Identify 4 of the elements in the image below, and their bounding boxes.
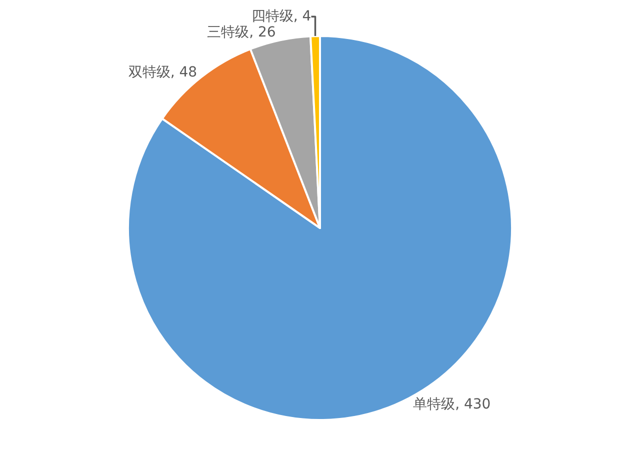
slice-label: 三特级, 26: [207, 24, 276, 41]
slice-label: 单特级, 430: [413, 396, 491, 412]
slice-label: 四特级, 4: [251, 8, 312, 25]
slice-label: 双特级, 48: [128, 64, 198, 80]
